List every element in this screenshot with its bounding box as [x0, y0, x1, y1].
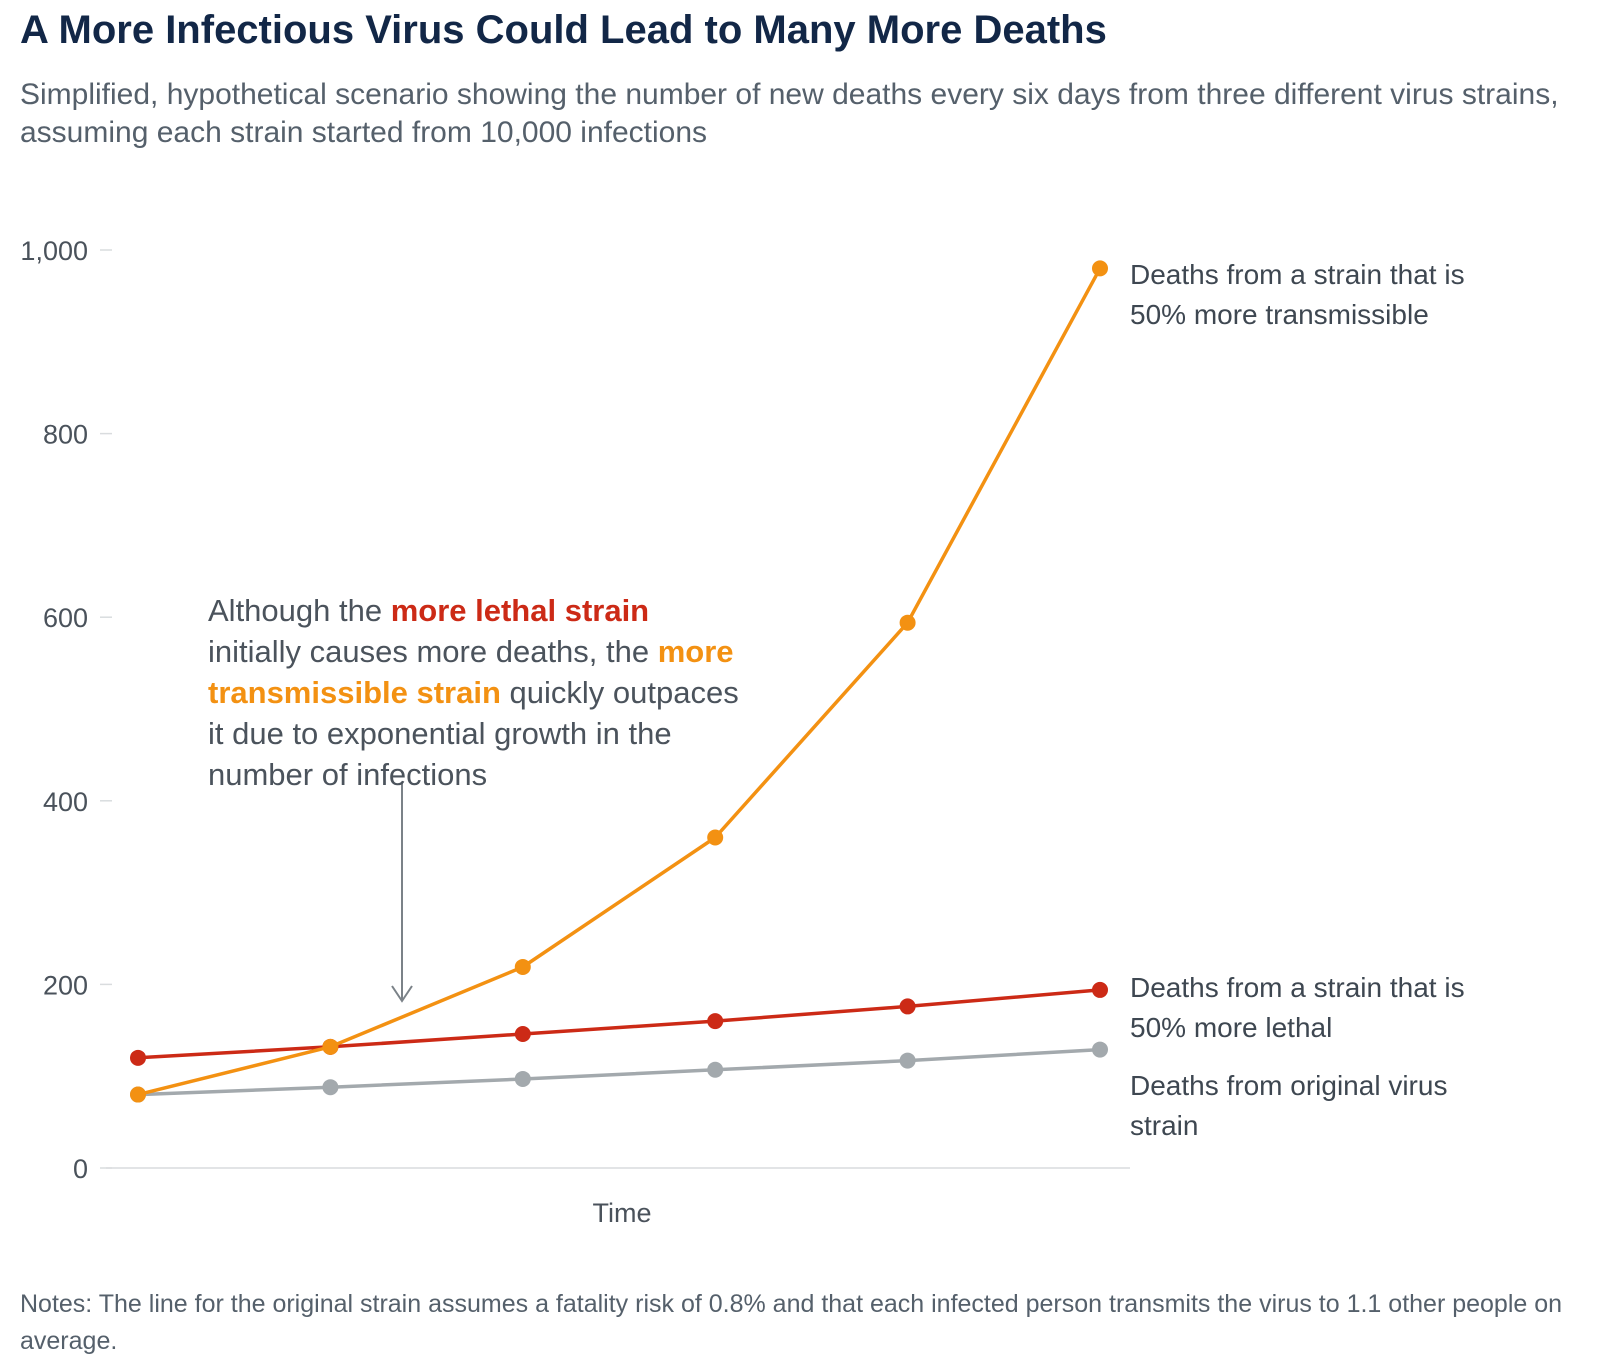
chart-notes: Notes: The line for the original strain …: [20, 1290, 1563, 1355]
series-label-line: 50% more lethal: [1130, 1012, 1332, 1043]
series-label-lethal: Deaths from a strain that is 50% more let…: [1130, 972, 1465, 1043]
series-line-transmissible: [136, 266, 1102, 1097]
series-labels: Deaths from a strain that is 50% more tra…: [1130, 259, 1465, 1141]
y-tick-label: 0: [73, 1154, 88, 1184]
series-layer: [130, 260, 1108, 1103]
series-label-line: Deaths from a strain that is: [1130, 972, 1465, 1003]
series-label-transmissible: Deaths from a strain that is 50% more tra…: [1130, 259, 1465, 330]
data-point-transmissible: [899, 614, 916, 631]
series-line-original: [136, 1047, 1102, 1097]
x-axis-title: Time: [593, 1198, 652, 1228]
annotation-part-3: quickly outpaces it due to exponential g…: [208, 675, 739, 792]
series-label-line: 50% more transmissible: [1130, 299, 1429, 330]
chart-title: A More Infectious Virus Could Lead to Ma…: [20, 8, 1107, 52]
y-tick-label: 1,000: [20, 236, 88, 266]
data-point-original: [707, 1061, 724, 1078]
data-point-transmissible: [1092, 260, 1108, 277]
annotation-part-2: initially causes more deaths, the: [208, 634, 658, 669]
data-point-original: [899, 1052, 916, 1069]
data-point-original: [1092, 1041, 1108, 1058]
series-label-line: Deaths from a strain that is: [1130, 259, 1465, 290]
y-axis: 0 200 400 600 800 1,000: [20, 236, 112, 1184]
series-label-line: Deaths from original virus: [1130, 1070, 1447, 1101]
arrow-head-icon: [391, 985, 413, 1003]
data-point-lethal: [1092, 981, 1108, 998]
x-axis: Time: [106, 1167, 1130, 1228]
series-lethal: [130, 981, 1108, 1066]
series-label-line: strain: [1130, 1110, 1198, 1141]
data-point-transmissible: [322, 1038, 339, 1055]
annotation-text: Although the more lethal strain initiall…: [208, 590, 748, 795]
data-point-transmissible: [514, 958, 531, 975]
data-point-lethal: [707, 1013, 724, 1030]
annotation-highlight-lethal: more lethal strain: [390, 593, 650, 628]
data-point-transmissible: [707, 829, 724, 846]
annotation-arrow: [391, 782, 413, 1003]
data-point-original: [322, 1079, 339, 1096]
data-point-lethal: [130, 1049, 146, 1066]
chart-subtitle: Simplified, hypothetical scenario showin…: [20, 78, 1559, 149]
y-tick-label: 200: [43, 970, 88, 1000]
y-tick-label: 400: [43, 787, 88, 817]
series-transmissible: [130, 260, 1108, 1103]
y-tick-label: 600: [43, 603, 88, 633]
y-tick-label: 800: [43, 420, 88, 450]
data-point-transmissible: [130, 1086, 146, 1103]
annotation-highlight-transmissible: more transmissible strain: [208, 634, 734, 710]
series-label-original: Deaths from original virus strain: [1130, 1070, 1447, 1141]
data-point-lethal: [514, 1025, 531, 1042]
series-line-lethal: [136, 988, 1102, 1060]
annotation-part-1: Although the: [208, 593, 391, 628]
data-point-lethal: [899, 998, 916, 1015]
data-point-original: [514, 1070, 531, 1087]
